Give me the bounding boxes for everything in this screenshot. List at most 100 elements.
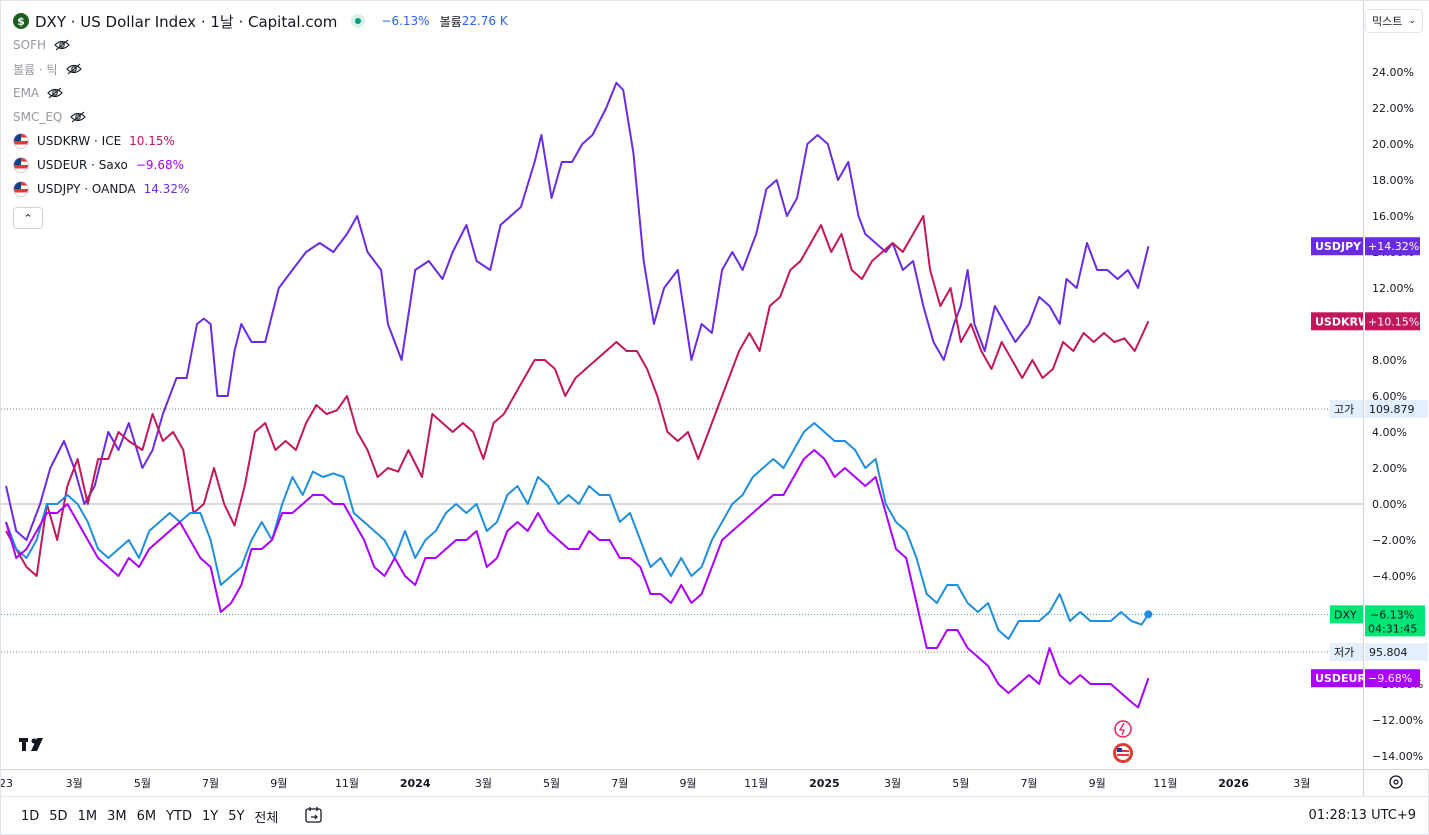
indicator-name: EMA [13,86,40,100]
chevron-down-icon: ⌄ [1408,16,1416,26]
change-percent: −6.13% [381,14,430,28]
price-tick-label: 22.00% [1372,102,1414,115]
time-tick-label: 7월 [1020,777,1037,790]
flag-icon [13,157,29,173]
time-tick-label: 2026 [1218,777,1249,790]
compare-symbol-value: −9.68% [135,158,185,172]
price-tick-label: 6.00% [1372,390,1407,403]
last-dot-layer [1144,610,1153,619]
svg-text:−9.68%: −9.68% [1368,672,1412,685]
compare-symbol-row[interactable]: USDJPY · OANDA 14.32% [13,177,508,201]
range-button[interactable]: 전체 [254,811,279,826]
chevron-up-icon: ⌃ [23,211,33,225]
goto-date-icon[interactable] [305,806,323,824]
us-economic-event-icon[interactable] [1113,743,1133,763]
indicator-name: SOFH [13,38,46,52]
hidden-eye-icon[interactable] [65,63,82,75]
price-tick-label: −14.00% [1372,750,1423,763]
usdeur-tag-value: −9.68% [1365,669,1420,688]
dxy-tag-name: DXY [1330,605,1363,624]
price-tick-label: 8.00% [1372,354,1407,367]
svg-text:109.879: 109.879 [1369,403,1415,416]
high-label-tag: 고가 [1330,400,1363,418]
reference-lines [1,408,1363,653]
flag-icon [13,181,29,197]
compare-symbol-label: USDEUR · Saxo [37,158,128,172]
compare-symbol-value: 14.32% [143,182,190,196]
time-tick-label: 5월 [134,777,151,790]
indicator-row[interactable]: 볼륨 · 틱 [13,57,508,81]
series-line-dxy[interactable] [5,422,1150,640]
hidden-eye-icon[interactable] [47,87,63,99]
price-tick-label: −2.00% [1372,534,1416,547]
range-button[interactable]: YTD [166,809,192,824]
range-button[interactable]: 6M [136,809,157,824]
price-tick-label: −4.00% [1372,570,1416,583]
compare-symbol-label: USDKRW · ICE [37,134,122,148]
price-tick-label: 20.00% [1372,138,1414,151]
settings-gear-icon[interactable] [1364,770,1429,796]
range-button[interactable]: 5Y [228,809,245,824]
time-tick-label: 5월 [543,777,560,790]
time-tick-label: 3월 [475,777,492,790]
price-tick-label: 18.00% [1372,174,1414,187]
hidden-eye-icon[interactable] [70,111,87,123]
range-button[interactable]: 3M [107,809,127,824]
time-tick-label: 9월 [1089,777,1106,790]
range-button[interactable]: 5D [49,809,68,824]
symbol-title[interactable]: DXY · US Dollar Index · 1날 · Capital.com [35,12,338,31]
series-line-usdkrw[interactable] [5,215,1150,577]
svg-text:USDKRW: USDKRW [1315,315,1363,328]
range-button[interactable]: 1M [77,809,98,824]
indicator-row[interactable]: SOFH [13,33,508,57]
flag-icon [13,133,29,149]
volume-value: 22.76 K [461,14,508,28]
series-line-usdjpy[interactable] [5,81,1150,541]
time-tick-label: 2024 [400,777,431,790]
clock-timezone[interactable]: 01:28:13 UTC+9 [1308,808,1416,823]
time-tick-label: 5월 [952,777,969,790]
market-status-icon[interactable] [351,14,366,28]
usdkrw-tag-name: USDKRW [1311,312,1370,331]
svg-text:USDEUR: USDEUR [1315,672,1363,685]
svg-text:+10.15%: +10.15% [1368,315,1419,328]
range-button[interactable]: 1D [21,809,40,824]
axis-settings-corner[interactable] [1363,769,1429,796]
price-tick-label: 12.00% [1372,282,1414,295]
svg-text:−6.13%: −6.13% [1370,608,1414,621]
price-tick-label: −12.00% [1372,714,1423,727]
events-flag-icon[interactable] [1114,720,1132,738]
bottom-toolbar: 1D 5D 1M 3M 6M YTD 1Y 5Y 전체 01:28:13 UTC+9 [1,796,1428,835]
compare-symbol-row[interactable]: USDEUR · Saxo −9.68% [13,153,508,177]
hidden-eye-icon[interactable] [54,39,70,51]
low-label-tag: 저가 [1330,643,1363,661]
compare-symbol-row[interactable]: USDKRW · ICE 10.15% [13,129,508,153]
main-symbol-row[interactable]: $ DXY · US Dollar Index · 1날 · Capital.c… [13,9,508,33]
usdkrw-tag-value: +10.15% [1365,312,1420,331]
price-axis-svg[interactable]: 24.00%22.00%20.00%18.00%16.00%14.00%12.0… [1364,1,1429,769]
indicator-row[interactable]: EMA [13,81,508,105]
time-tick-label: 3월 [66,777,83,790]
series-line-usdeur[interactable] [5,449,1150,709]
low-value-tag: 95.804 [1365,643,1428,661]
time-axis[interactable]: 23 3월 5월 7월 9월 11월 2024 3월 5월 7월 9월 11월 2025 3월 5월 7월 9월… [0,769,1363,796]
price-axis[interactable]: 24.00%22.00%20.00%18.00%16.00%14.00%12.0… [1363,1,1429,769]
compare-symbol-value: 10.15% [129,134,175,148]
time-tick-label: 11월 [335,777,359,790]
date-range-buttons: 1D 5D 1M 3M 6M YTD 1Y 5Y 전체 [21,807,288,826]
price-tick-label: 24.00% [1372,66,1414,79]
range-button[interactable]: 1Y [201,809,219,824]
indicator-row[interactable]: SMC_EQ [13,105,508,129]
scale-mode-dropdown[interactable]: 믹스트 ⌄ [1365,9,1423,33]
svg-text:95.804: 95.804 [1369,646,1408,659]
time-tick-label: 9월 [679,777,696,790]
indicator-list: SOFH 볼륨 · 틱 EMA SMC_EQ [13,33,508,129]
svg-text:DXY: DXY [1334,608,1357,621]
time-axis-svg[interactable]: 23 3월 5월 7월 9월 11월 2024 3월 5월 7월 9월 11월 2025 3월 5월 7월 9월… [0,770,1363,796]
time-tick-label: 11월 [1153,777,1177,790]
collapse-legend-button[interactable]: ⌃ [13,207,43,229]
usdjpy-tag-value: +14.32% [1365,237,1420,256]
price-tick-label: 4.00% [1372,426,1407,439]
